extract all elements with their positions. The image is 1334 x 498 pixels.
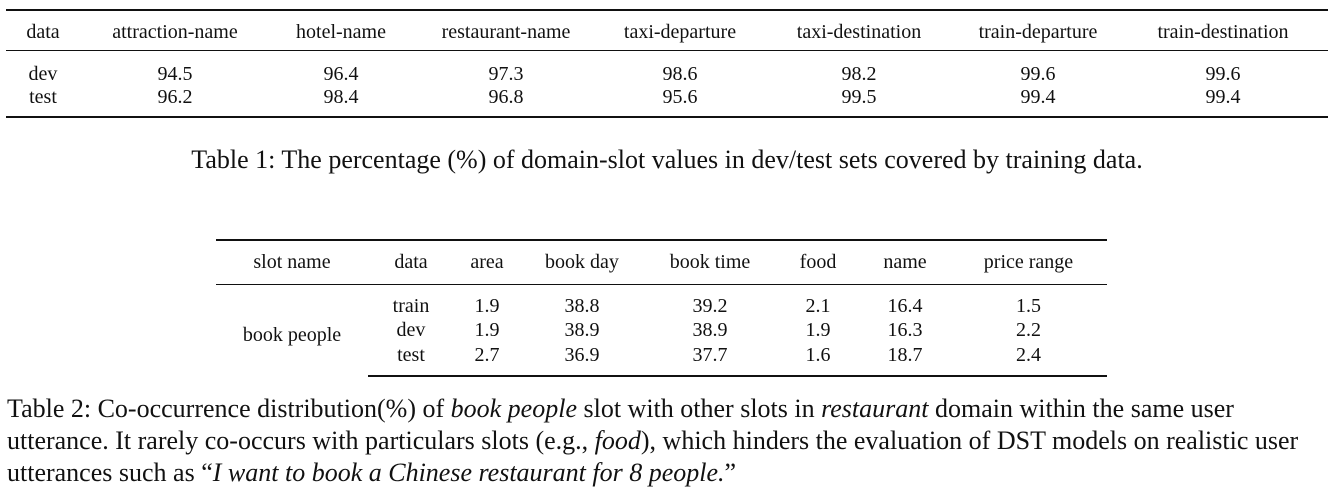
- table-cell: 97.3: [488, 62, 524, 85]
- table-cell: 96.8: [412, 85, 600, 118]
- header-cell: taxi-destination: [760, 9, 958, 51]
- header-cell: attraction-name: [80, 9, 270, 51]
- table-cell: 94.5: [157, 62, 193, 85]
- table-cell: 96.4: [323, 62, 359, 85]
- header-row: data attraction-name hotel-name restaura…: [6, 9, 1328, 51]
- table-cell: 16.4: [887, 294, 923, 317]
- header-cell: data: [6, 9, 80, 51]
- table-cell: 1.5: [1016, 294, 1041, 317]
- cooccurrence-table: slot name data area book day book time f…: [216, 239, 1107, 377]
- table-cell: 99.6: [1205, 62, 1241, 85]
- caption-text: Co-occurrence distribution(%) of: [97, 394, 445, 423]
- table-cell: dev: [396, 319, 426, 341]
- table-row: test 2.7 36.9 37.7 1.6 18.7 2.4: [216, 343, 1107, 377]
- header-cell: restaurant-name: [412, 9, 600, 51]
- table-cell: 98.2: [841, 62, 877, 85]
- caption-text: domain within the same user utterance. I…: [7, 394, 1234, 455]
- slot-name-cell: book people: [242, 323, 342, 346]
- caption-emphasis: book people: [450, 394, 577, 423]
- header-cell: food: [776, 239, 860, 285]
- caption-text: ), which hinders the evaluation of DST m…: [7, 426, 1299, 487]
- table-row: dev 94.5 96.4 97.3 98.6 98.2 99.6 99.6: [6, 50, 1328, 86]
- table-cell: 1.9: [474, 294, 500, 317]
- table-cell: 99.6: [1020, 62, 1056, 85]
- table-row: book people train 1.9 38.8 39.2 2.1 16.4…: [216, 284, 1107, 346]
- table-cell: 39.2: [692, 294, 728, 317]
- table-cell: train: [392, 294, 430, 317]
- header-cell: train-departure: [958, 9, 1118, 51]
- header-cell: book time: [644, 239, 776, 285]
- table-cell: 1.9: [474, 319, 500, 341]
- table-cell: 16.3: [887, 319, 923, 341]
- caption-label: Table 2:: [7, 394, 92, 423]
- header-cell: area: [454, 239, 520, 285]
- table-cell: 38.9: [692, 319, 728, 341]
- table1-caption: Table 1: The percentage (%) of domain-sl…: [0, 145, 1334, 175]
- table-cell: 37.7: [644, 343, 776, 377]
- caption-text: slot with other slots in: [583, 394, 815, 423]
- caption-emphasis: restaurant: [821, 394, 929, 423]
- table-cell: 95.6: [600, 85, 760, 118]
- caption-text: ”: [724, 458, 737, 487]
- table-cell: test: [368, 343, 454, 377]
- header-row: slot name data area book day book time f…: [216, 239, 1107, 285]
- table-cell: dev: [28, 62, 58, 85]
- table-cell: 18.7: [860, 343, 950, 377]
- table2-caption: Table 2: Co-occurrence distribution(%) o…: [7, 393, 1329, 489]
- header-cell: taxi-departure: [600, 9, 760, 51]
- header-cell: hotel-name: [270, 9, 412, 51]
- table-cell: 99.5: [760, 85, 958, 118]
- caption-text: The percentage (%) of domain-slot values…: [281, 145, 1143, 174]
- header-cell: data: [368, 239, 454, 285]
- caption-emphasis: I want to book a Chinese restaurant for …: [212, 458, 725, 487]
- header-cell: train-destination: [1118, 9, 1328, 51]
- table-cell: 2.7: [454, 343, 520, 377]
- table-cell: 38.9: [564, 319, 600, 341]
- table-cell: 99.4: [1118, 85, 1328, 118]
- table-cell: 2.2: [1016, 319, 1041, 341]
- table-cell: 1.9: [805, 319, 831, 341]
- header-cell: book day: [520, 239, 644, 285]
- header-cell: slot name: [216, 239, 368, 285]
- table-cell: 36.9: [520, 343, 644, 377]
- coverage-table-header: data attraction-name hotel-name restaura…: [6, 9, 1328, 51]
- header-cell: name: [860, 239, 950, 285]
- caption-emphasis: food: [594, 426, 641, 455]
- table-cell: 98.6: [662, 62, 698, 85]
- table-cell: 99.4: [958, 85, 1118, 118]
- table-cell: 96.2: [80, 85, 270, 118]
- coverage-table: data attraction-name hotel-name restaura…: [6, 9, 1328, 118]
- table-row: dev 1.9 38.9 38.9 1.9 16.3 2.2: [216, 318, 1107, 344]
- table-cell: 2.1: [805, 294, 831, 317]
- table-row: test 96.2 98.4 96.8 95.6 99.5 99.4 99.4: [6, 85, 1328, 118]
- table-cell: 98.4: [270, 85, 412, 118]
- caption-label: Table 1:: [191, 145, 276, 174]
- table-cell: test: [6, 85, 80, 118]
- table-cell: 2.4: [950, 343, 1107, 377]
- table-cell: 1.6: [776, 343, 860, 377]
- table-cell: 38.8: [564, 294, 600, 317]
- header-cell: price range: [950, 239, 1107, 285]
